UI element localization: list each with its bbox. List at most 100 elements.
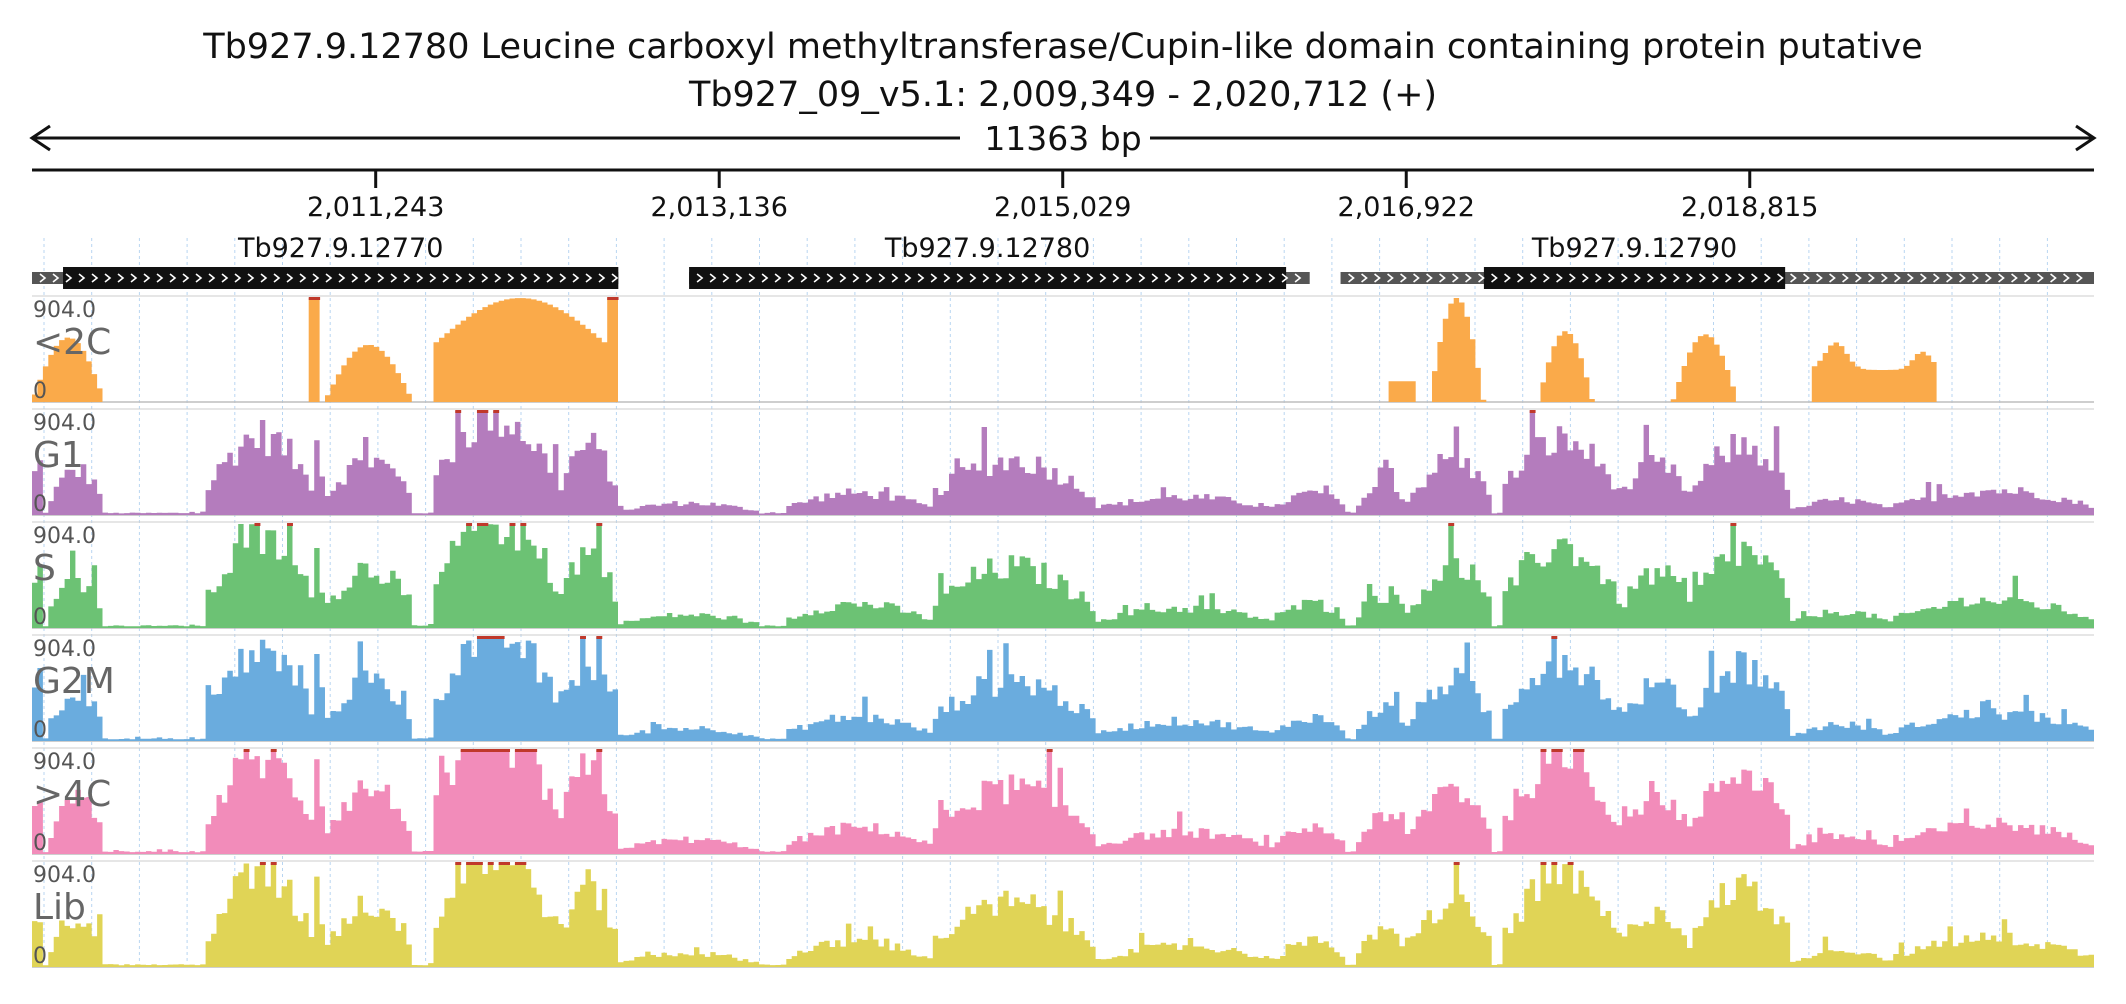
clip-marker <box>482 410 489 413</box>
strand-arrows <box>1348 273 2083 283</box>
gene-track: Tb927.9.12770 Tb927.9.12780 Tb927.9.12790 <box>32 233 2094 289</box>
gene-2: Tb927.9.12790 <box>1340 233 2094 289</box>
tick-label-2: 2,015,029 <box>994 192 1131 223</box>
clip-marker <box>531 749 538 752</box>
gene-label: Tb927.9.12770 <box>237 233 443 264</box>
clip-marker <box>520 749 527 752</box>
track-name-label: G2M <box>33 661 115 702</box>
track-3: 904.0 0 G2M <box>32 634 2094 743</box>
clip-marker <box>1551 749 1558 752</box>
span-arrow-right <box>2075 124 2097 152</box>
chart-title: Tb927.9.12780 Leucine carboxyl methyltra… <box>202 27 1923 67</box>
clip-marker <box>493 636 500 639</box>
track-ymax-label: 904.0 <box>33 411 96 436</box>
gene-0: Tb927.9.12770 <box>32 233 619 289</box>
tick-label-3: 2,016,922 <box>1338 192 1475 223</box>
coverage-area <box>32 750 2094 854</box>
tick-label-0: 2,011,243 <box>307 192 444 223</box>
clip-marker <box>1540 749 1547 752</box>
track-4: 904.0 0 >4C <box>32 747 2094 856</box>
gene-cds <box>1483 267 1786 289</box>
clip-marker <box>1453 862 1460 865</box>
locus-label: Tb927_09_v5.1: 2,009,349 - 2,020,712 (+) <box>688 75 1437 115</box>
clip-marker <box>525 749 532 752</box>
clip-marker <box>1551 862 1558 865</box>
clip-marker <box>482 523 489 526</box>
track-ymin-label: 0 <box>33 379 47 404</box>
clip-marker <box>520 523 527 526</box>
clip-marker <box>1573 749 1579 752</box>
tick-label-4: 2,018,815 <box>1681 192 1818 223</box>
clip-marker <box>607 297 614 300</box>
clip-marker <box>460 749 467 752</box>
clip-marker <box>476 749 483 752</box>
track-ymin-label: 0 <box>33 944 47 969</box>
track-name-label: S <box>33 548 56 589</box>
track-ymax-label: 904.0 <box>33 298 96 323</box>
clip-marker <box>487 749 494 752</box>
gene-cds <box>63 267 619 289</box>
track-0: 904.0 0 <2C <box>32 295 2094 404</box>
clip-marker <box>466 749 473 752</box>
clip-marker <box>1567 862 1574 865</box>
track-ymin-label: 0 <box>33 492 47 517</box>
clip-marker <box>270 862 277 865</box>
clip-marker <box>596 636 603 639</box>
track-ymax-label: 904.0 <box>33 863 96 888</box>
clip-marker <box>596 749 603 752</box>
span-arrow-left <box>29 124 51 152</box>
clip-marker <box>476 410 483 413</box>
clip-marker <box>308 297 315 300</box>
clip-marker <box>314 297 321 300</box>
clip-marker <box>1448 523 1455 526</box>
track-2: 904.0 0 S <box>32 521 2094 630</box>
track-name-label: G1 <box>33 435 84 476</box>
clip-marker <box>254 523 261 526</box>
clip-marker <box>596 523 603 526</box>
clip-marker <box>243 749 250 752</box>
strand-arrows <box>696 273 1302 283</box>
track-ymax-label: 904.0 <box>33 524 96 549</box>
clip-marker <box>1556 749 1563 752</box>
span-label: 11363 bp <box>984 119 1141 158</box>
clip-marker <box>498 749 505 752</box>
clip-marker <box>1551 636 1558 639</box>
track-1: 904.0 0 G1 <box>32 408 2094 517</box>
clip-marker <box>466 862 473 865</box>
track-ymin-label: 0 <box>33 831 47 856</box>
clip-marker <box>482 636 489 639</box>
track-5: 904.0 0 Lib <box>32 860 2094 969</box>
track-ymin-label: 0 <box>33 718 47 743</box>
clip-marker <box>514 862 521 865</box>
clip-marker <box>487 636 494 639</box>
clip-marker <box>520 862 527 865</box>
clip-marker <box>1540 862 1547 865</box>
coverage-area <box>32 298 2094 402</box>
clip-marker <box>455 410 462 413</box>
track-ymax-label: 904.0 <box>33 750 96 775</box>
gene-label: Tb927.9.12790 <box>1531 233 1737 264</box>
clip-marker <box>476 636 483 639</box>
coverage-tracks: 904.00<2C904.00G1904.00S904.00G2M904.00>… <box>32 295 2094 969</box>
clip-marker <box>514 749 521 752</box>
clip-marker <box>287 523 293 526</box>
coverage-area <box>32 411 2094 515</box>
clip-marker <box>1529 410 1536 413</box>
clip-marker <box>504 862 511 865</box>
clip-marker <box>498 862 505 865</box>
clip-marker <box>482 749 489 752</box>
clip-marker <box>487 862 494 865</box>
track-ymin-label: 0 <box>33 605 47 630</box>
coverage-area <box>32 524 2094 628</box>
ruler-ticks: 2,011,243 2,013,136 2,015,029 2,016,922 2,01… <box>307 170 1818 223</box>
clip-marker <box>476 862 483 865</box>
gene-1: Tb927.9.12780 <box>689 233 1310 289</box>
strand-arrows <box>39 273 619 283</box>
clip-marker <box>580 636 586 639</box>
clip-marker <box>612 297 619 300</box>
clip-marker <box>1730 523 1737 526</box>
clip-marker <box>1046 749 1053 752</box>
gene-label: Tb927.9.12780 <box>884 233 1090 264</box>
track-name-label: Lib <box>33 887 86 928</box>
